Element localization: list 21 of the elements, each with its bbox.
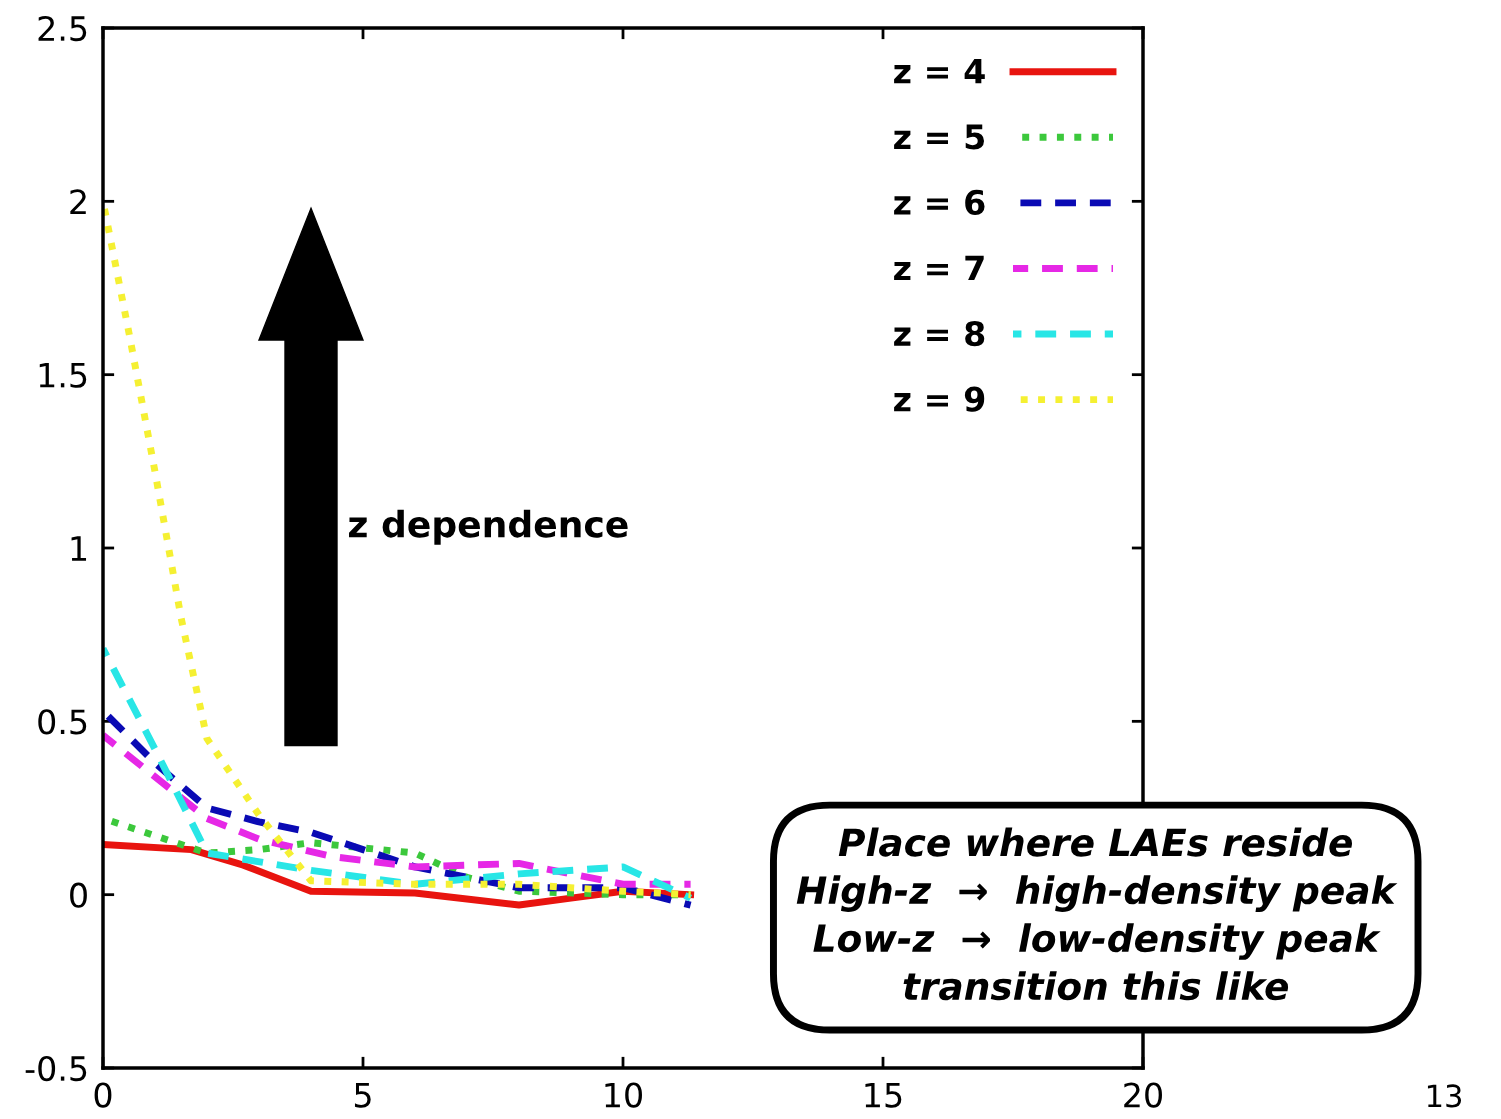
y-tick-label: -0.5 <box>25 1055 87 1082</box>
annotation: z dependence <box>349 509 628 545</box>
legend-label: z = 4 <box>894 59 985 84</box>
legend-label: z = 8 <box>894 320 985 347</box>
y-tick-label: 1 <box>71 536 87 561</box>
annotation: Place where LAEs reside High-z → high-density peak Low-z → low-density peak transition this like <box>796 827 1398 1001</box>
text: 13 <box>1427 1084 1462 1108</box>
x-tick-label: 5 <box>354 1082 371 1108</box>
x-tick-label: 0 <box>94 1082 112 1108</box>
legend-label: z = 9 <box>894 386 985 412</box>
x-tick-label: 15 <box>865 1082 902 1108</box>
legend-label: z = 5 <box>894 124 984 150</box>
y-tick-label: 0.5 <box>38 709 87 735</box>
x-tick-label: 20 <box>1124 1082 1162 1108</box>
y-tick-label: 0 <box>70 882 87 908</box>
y-tick-label: 1.5 <box>39 363 87 388</box>
y-tick-label: 2.5 <box>38 15 87 42</box>
x-tick-label: 10 <box>605 1082 642 1108</box>
legend-label: z = 7 <box>894 255 984 281</box>
y-tick-label: 2 <box>70 189 86 214</box>
legend-label: z = 6 <box>894 189 985 215</box>
